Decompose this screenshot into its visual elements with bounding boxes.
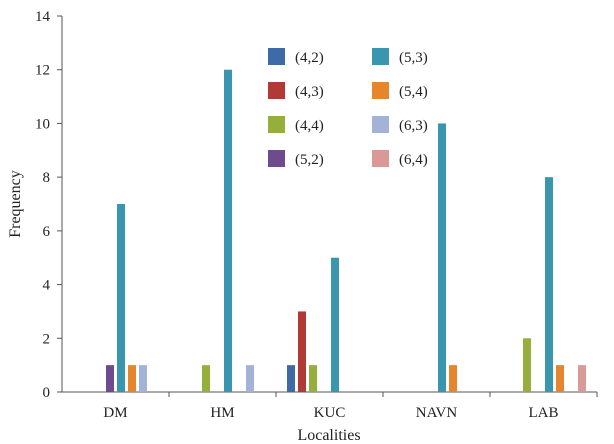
bar bbox=[578, 365, 586, 392]
bar bbox=[117, 204, 125, 392]
y-tick-label: 8 bbox=[43, 170, 51, 186]
legend-label: (5,2) bbox=[295, 152, 324, 168]
bar bbox=[202, 365, 210, 392]
legend-swatch bbox=[268, 150, 285, 167]
bar bbox=[556, 365, 564, 392]
legend-swatch bbox=[372, 150, 389, 167]
x-tick-label: LAB bbox=[529, 405, 559, 421]
x-tick-label: HM bbox=[210, 405, 234, 421]
bar bbox=[309, 365, 317, 392]
x-tick-label: DM bbox=[103, 405, 127, 421]
plot-area: 0 2 4 6 8 10 12 14 DM HM KUC NAVN LAB bbox=[35, 9, 598, 421]
legend-label: (4,3) bbox=[295, 84, 324, 100]
bar bbox=[545, 177, 553, 392]
legend-swatch bbox=[268, 48, 285, 65]
x-axis-title: Localities bbox=[297, 427, 360, 444]
legend-swatch bbox=[372, 82, 389, 99]
bar bbox=[106, 365, 114, 392]
legend-label: (4,4) bbox=[295, 118, 324, 134]
legend-label: (5,3) bbox=[399, 50, 428, 66]
bar bbox=[139, 365, 147, 392]
bar bbox=[287, 365, 295, 392]
x-tick-label: KUC bbox=[314, 405, 346, 421]
y-axis-title: Frequency bbox=[7, 170, 24, 238]
legend-swatch bbox=[268, 116, 285, 133]
legend: (4,2) (4,3) (4,4) (5,2) (5,3) (5,4) (6,3) (6,4) bbox=[268, 48, 428, 168]
x-tick-label: NAVN bbox=[416, 405, 458, 421]
legend-label: (6,3) bbox=[399, 118, 428, 134]
legend-label: (6,4) bbox=[399, 152, 428, 168]
legend-swatch bbox=[268, 82, 285, 99]
bar bbox=[331, 257, 339, 392]
y-tick-label: 4 bbox=[43, 278, 51, 294]
legend-swatch bbox=[372, 116, 389, 133]
y-tick-label: 2 bbox=[43, 331, 51, 347]
y-tick-label: 12 bbox=[35, 63, 50, 79]
bar bbox=[128, 365, 136, 392]
legend-label: (4,2) bbox=[295, 50, 324, 66]
y-tick-label: 14 bbox=[35, 9, 51, 25]
bar bbox=[298, 311, 306, 392]
y-axis-ticks: 0 2 4 6 8 10 12 14 bbox=[35, 9, 62, 401]
y-tick-label: 10 bbox=[35, 116, 50, 132]
x-axis-ticks: DM HM KUC NAVN LAB bbox=[103, 392, 598, 421]
bar bbox=[246, 365, 254, 392]
legend-swatch bbox=[372, 48, 389, 65]
y-tick-label: 6 bbox=[43, 224, 51, 240]
bars bbox=[106, 69, 586, 392]
bar bbox=[523, 338, 531, 392]
bar bbox=[224, 69, 232, 392]
legend-label: (5,4) bbox=[399, 84, 428, 100]
bar bbox=[438, 123, 446, 392]
y-tick-label: 0 bbox=[43, 385, 51, 401]
bar bbox=[449, 365, 457, 392]
